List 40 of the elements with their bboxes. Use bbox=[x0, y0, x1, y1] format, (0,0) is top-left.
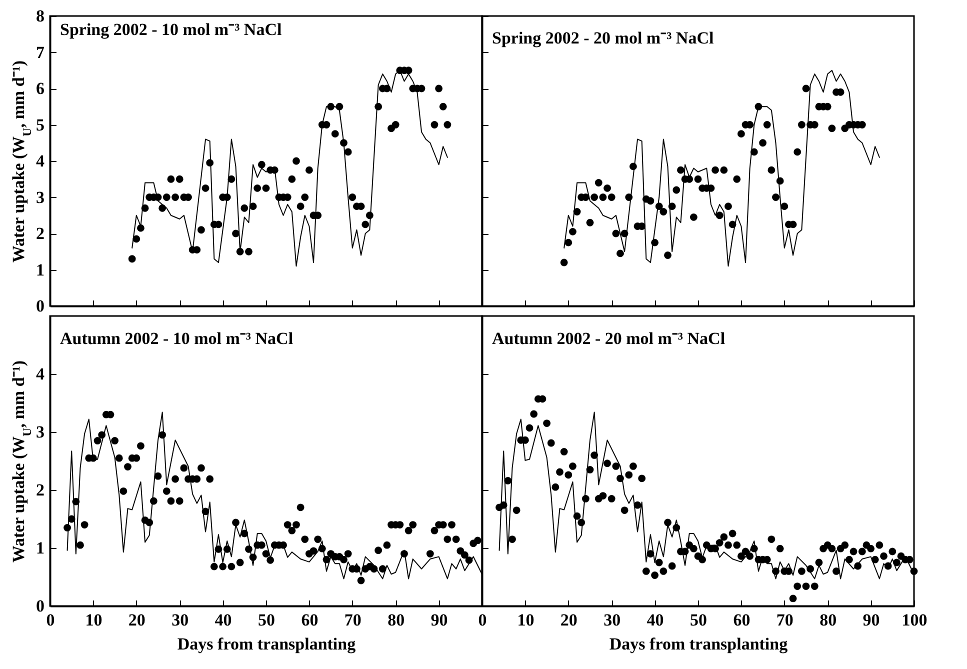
x-tick-label: 90 bbox=[430, 610, 448, 630]
text: Autumn 2002 - 20 mol m⁻³ NaCl bbox=[492, 329, 726, 348]
y-tick-label: 6 bbox=[36, 79, 44, 98]
text: Autumn 2002 - 10 mol m⁻³ NaCl bbox=[60, 329, 294, 348]
y-tick-label: 0 bbox=[36, 596, 44, 616]
x-tick-label: 40 bbox=[646, 610, 664, 630]
x-tick-label: 50 bbox=[690, 610, 707, 630]
y-tick-label: 3 bbox=[36, 422, 44, 442]
y-tick-label: 4 bbox=[36, 152, 45, 170]
x-tick-label: 90 bbox=[862, 610, 880, 630]
x-tick-label: 20 bbox=[560, 610, 578, 630]
x-tick-label: 60 bbox=[733, 610, 750, 630]
x-tick-label: 30 bbox=[604, 610, 621, 630]
x-axis-title: Days from transplanting bbox=[177, 634, 356, 654]
x-tick-label: 20 bbox=[128, 610, 146, 630]
y-tick-label: 4 bbox=[36, 364, 45, 384]
x-tick-label: 60 bbox=[301, 610, 318, 630]
x-tick-label: 80 bbox=[388, 610, 405, 630]
x-tick-label: 40 bbox=[214, 610, 232, 630]
y-tick-label: 7 bbox=[36, 42, 45, 62]
x-tick-label: 50 bbox=[258, 610, 275, 630]
text: Spring 2002 - 20 mol m⁻³ NaCl bbox=[492, 28, 714, 48]
x-tick-label: 0 bbox=[478, 610, 487, 630]
x-tick-label: 100 bbox=[902, 610, 928, 630]
x-tick-label: 10 bbox=[85, 610, 102, 630]
x-axis-title: Days from transplanting bbox=[609, 634, 788, 654]
x-tick-label: 70 bbox=[344, 610, 362, 630]
chart-title: Spring 2002 - 10 mol m⁻³ NaCl bbox=[60, 20, 282, 39]
y-tick-label: 8 bbox=[36, 6, 44, 26]
y-tick-label: 0 bbox=[36, 296, 44, 316]
x-tick-label: 80 bbox=[820, 610, 837, 630]
y-tick-label: 2 bbox=[36, 480, 44, 500]
y-tick-label: 2 bbox=[36, 224, 44, 243]
y-tick-label: 1 bbox=[36, 260, 44, 280]
x-tick-label: 70 bbox=[776, 610, 794, 630]
y-tick-label: 3 bbox=[36, 188, 44, 207]
y-tick-label: 1 bbox=[36, 538, 44, 558]
x-tick-label: 30 bbox=[172, 610, 189, 630]
y-tick-label: 5 bbox=[36, 115, 44, 134]
x-tick-label: 10 bbox=[517, 610, 534, 630]
